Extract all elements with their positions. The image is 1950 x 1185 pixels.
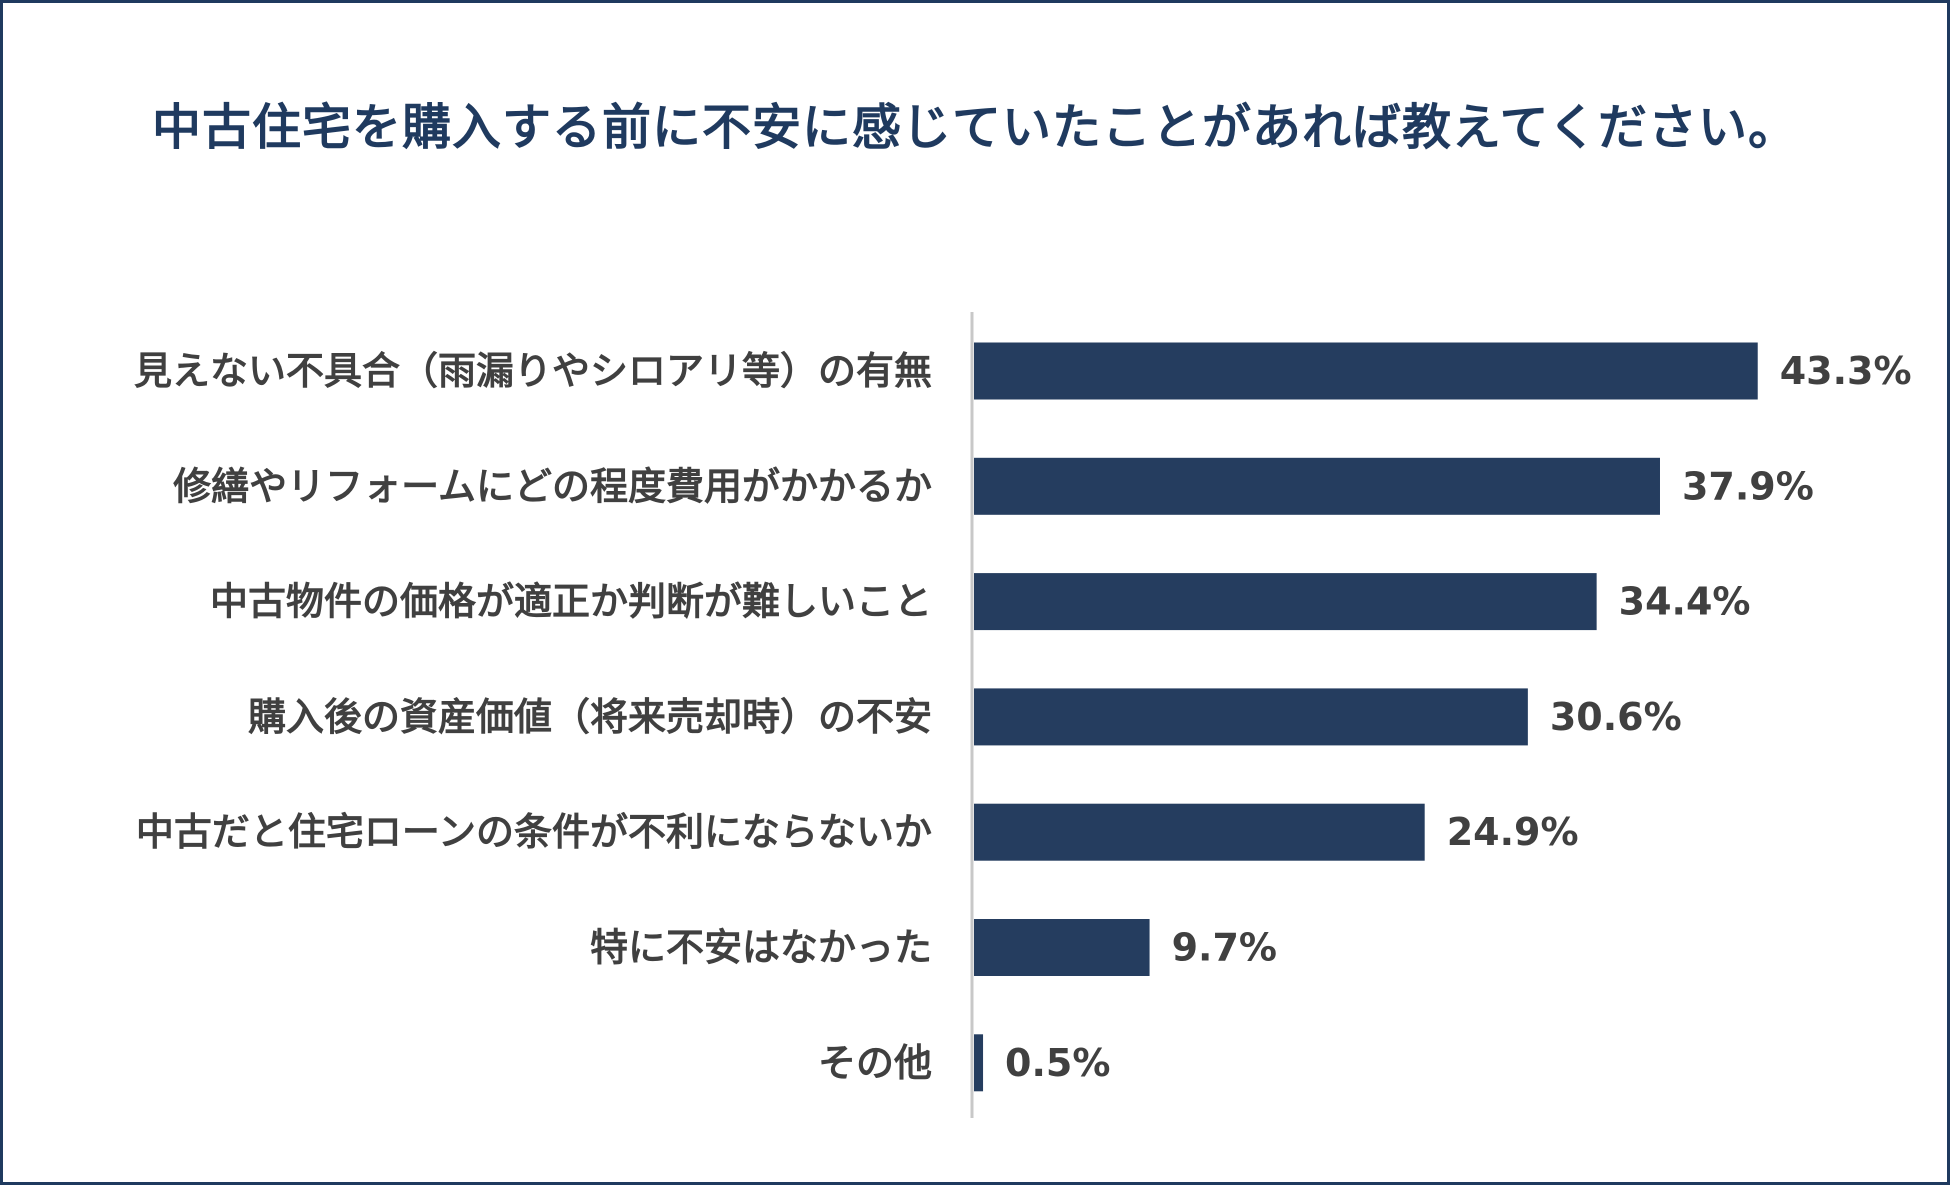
value-label: 30.6%	[1550, 695, 1682, 739]
bar	[974, 1034, 984, 1092]
value-label: 0.5%	[1005, 1041, 1110, 1085]
category-label: 中古だと住宅ローンの条件が不利にならないか	[136, 810, 932, 854]
category-label: 購入後の資産価値（将来売却時）の不安	[248, 695, 932, 739]
category-label: 中古物件の価格が適正か判断が難しいこと	[210, 580, 932, 624]
chart-title: 中古住宅を購入する前に不安に感じていたことがあれば教えてください。	[151, 99, 1799, 156]
value-label: 37.9%	[1682, 464, 1814, 508]
category-label: その他	[818, 1041, 932, 1085]
category-label: 特に不安はなかった	[590, 926, 932, 970]
labels-layer: 見えない不具合（雨漏りやシロアリ等）の有無 43.3% 修繕やリフォームにどの程度費…	[134, 349, 1912, 1085]
value-label: 9.7%	[1172, 926, 1277, 970]
bar	[974, 342, 1758, 400]
bar	[974, 919, 1150, 976]
bar	[974, 688, 1528, 746]
category-label: 見えない不具合（雨漏りやシロアリ等）の有無	[134, 349, 932, 393]
bar	[974, 457, 1660, 515]
bar	[974, 573, 1597, 631]
value-label: 43.3%	[1780, 349, 1912, 393]
bar	[974, 803, 1425, 861]
category-label: 修繕やリフォームにどの程度費用がかかるか	[173, 464, 932, 508]
value-label: 24.9%	[1447, 810, 1579, 854]
value-label: 34.4%	[1619, 580, 1751, 624]
bars-layer	[974, 342, 1758, 1092]
